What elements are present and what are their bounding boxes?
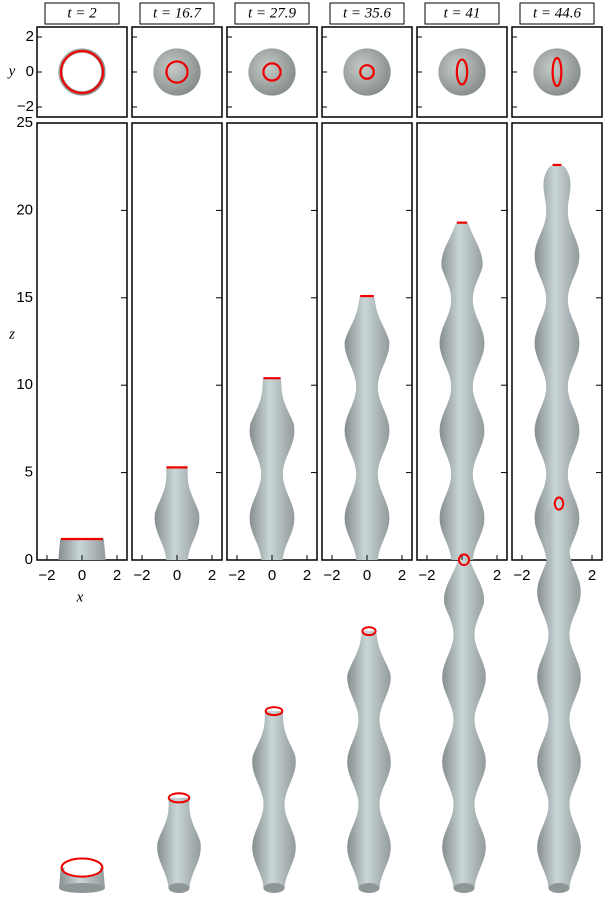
time-label-box <box>234 2 310 25</box>
cross-section <box>343 48 391 96</box>
time-label: t = 35.6 <box>343 5 392 21</box>
jet-profile <box>58 539 106 560</box>
main-y-tick-label: 15 <box>16 289 33 306</box>
top-y-tick-label: −2 <box>17 98 34 115</box>
top-y-label: y <box>7 63 16 79</box>
main-y-tick-label: 25 <box>16 114 33 131</box>
time-label: t = 27.9 <box>248 5 297 21</box>
render-tip <box>167 792 191 804</box>
time-label-box <box>424 2 500 25</box>
render-base <box>263 883 285 893</box>
main-x-tick-label: −2 <box>418 567 435 584</box>
time-label-box <box>329 2 405 25</box>
render-profile <box>537 503 581 888</box>
time-label: t = 2 <box>67 5 97 21</box>
cross-section <box>438 48 486 96</box>
jet-profile <box>154 467 200 560</box>
render-profile <box>442 559 486 888</box>
main-x-tick-label: −2 <box>513 567 530 584</box>
main-x-tick-label: 0 <box>173 567 181 584</box>
render-base <box>358 883 380 893</box>
jet-profile <box>249 378 295 560</box>
tip-contour <box>359 64 375 80</box>
main-y-label: z <box>8 326 15 342</box>
render-base <box>168 883 190 893</box>
time-label: t = 44.6 <box>533 5 582 21</box>
main-x-tick-label: 0 <box>78 567 86 584</box>
render-base <box>548 883 570 893</box>
cross-section <box>248 48 296 96</box>
main-x-tick-label: 2 <box>398 567 406 584</box>
time-label-box <box>519 2 595 25</box>
render-profile <box>252 711 296 888</box>
render-tip <box>553 496 565 511</box>
render-profile <box>347 631 391 888</box>
main-x-tick-label: 2 <box>493 567 501 584</box>
time-label: t = 41 <box>444 5 481 21</box>
top-y-tick-label: 2 <box>26 28 34 45</box>
main-x-tick-label: 0 <box>363 567 371 584</box>
jet-profile <box>439 222 485 560</box>
main-x-tick-label: 2 <box>303 567 311 584</box>
main-frame <box>36 122 128 561</box>
render-tip <box>361 626 377 637</box>
render-tip <box>457 553 471 567</box>
main-x-tick-label: −2 <box>228 567 245 584</box>
tip-contour <box>262 62 282 82</box>
render-profile <box>157 797 201 888</box>
jet-profile <box>344 296 390 560</box>
hole <box>62 52 102 92</box>
main-x-tick-label: 2 <box>588 567 596 584</box>
main-x-tick-label: −2 <box>323 567 340 584</box>
tip-contour <box>551 56 563 88</box>
cross-section <box>533 48 581 96</box>
main-y-tick-label: 20 <box>16 201 33 218</box>
render-base <box>453 883 475 893</box>
render-base <box>59 883 105 893</box>
main-y-tick-label: 10 <box>16 376 33 393</box>
main-y-tick-label: 5 <box>25 464 33 481</box>
main-y-tick-label: 0 <box>25 551 33 568</box>
render-hole <box>64 861 100 878</box>
jet-profile <box>534 165 580 560</box>
main-x-tick-label: 2 <box>113 567 121 584</box>
time-label-box <box>44 2 120 25</box>
top-y-tick-label: 0 <box>26 63 34 80</box>
time-label: t = 16.7 <box>153 5 203 21</box>
render-tip <box>264 706 284 717</box>
tip-contour <box>455 58 469 86</box>
main-x-tick-label: 2 <box>208 567 216 584</box>
tip-contour <box>165 60 189 84</box>
tip-contour <box>59 49 105 95</box>
time-label-box <box>139 2 215 25</box>
main-x-tick-label: 0 <box>268 567 276 584</box>
cross-section <box>153 48 201 96</box>
main-x-tick-label: −2 <box>133 567 150 584</box>
main-x-label: x <box>76 589 84 605</box>
render-tip <box>60 857 104 878</box>
top-frame <box>131 26 223 118</box>
main-x-tick-label: −2 <box>38 567 55 584</box>
